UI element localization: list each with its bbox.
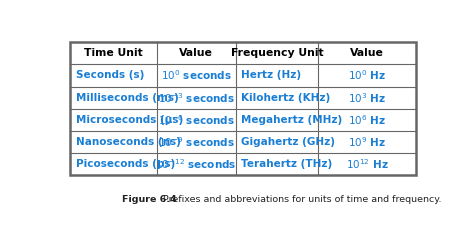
Text: Picoseconds (ps): Picoseconds (ps) (76, 159, 175, 169)
Text: $10^6$ Hz: $10^6$ Hz (348, 113, 386, 127)
Text: Prefixes and abbreviations for units of time and frequency.: Prefixes and abbreviations for units of … (156, 195, 441, 204)
Text: Milliseconds (ms): Milliseconds (ms) (76, 93, 179, 103)
Text: Figure 6.4: Figure 6.4 (122, 195, 176, 204)
Text: Value: Value (179, 48, 213, 58)
Text: $10^{-6}$ seconds: $10^{-6}$ seconds (158, 113, 235, 127)
Text: Kilohertz (KHz): Kilohertz (KHz) (241, 93, 331, 103)
Text: $10^0$ Hz: $10^0$ Hz (348, 69, 386, 82)
Text: $10^9$ Hz: $10^9$ Hz (348, 135, 386, 149)
Text: $10^{-9}$ seconds: $10^{-9}$ seconds (158, 135, 235, 149)
Text: Microseconds (μs): Microseconds (μs) (76, 115, 183, 125)
Text: Seconds (s): Seconds (s) (76, 70, 145, 80)
Text: $10^{12}$ Hz: $10^{12}$ Hz (346, 157, 388, 171)
Text: Hertz (Hz): Hertz (Hz) (241, 70, 301, 80)
Text: $10^3$ Hz: $10^3$ Hz (348, 91, 386, 104)
Text: Megahertz (MHz): Megahertz (MHz) (241, 115, 343, 125)
Text: Gigahertz (GHz): Gigahertz (GHz) (241, 137, 336, 147)
Text: Time Unit: Time Unit (84, 48, 143, 58)
Text: $10^{-3}$ seconds: $10^{-3}$ seconds (158, 91, 235, 104)
Text: Terahertz (THz): Terahertz (THz) (241, 159, 333, 169)
Text: $10^{-12}$ seconds: $10^{-12}$ seconds (155, 157, 237, 171)
Text: Frequency Unit: Frequency Unit (230, 48, 323, 58)
Text: Value: Value (350, 48, 384, 58)
Text: $10^0$ seconds: $10^0$ seconds (161, 69, 231, 82)
Text: Nanoseconds (ns): Nanoseconds (ns) (76, 137, 181, 147)
